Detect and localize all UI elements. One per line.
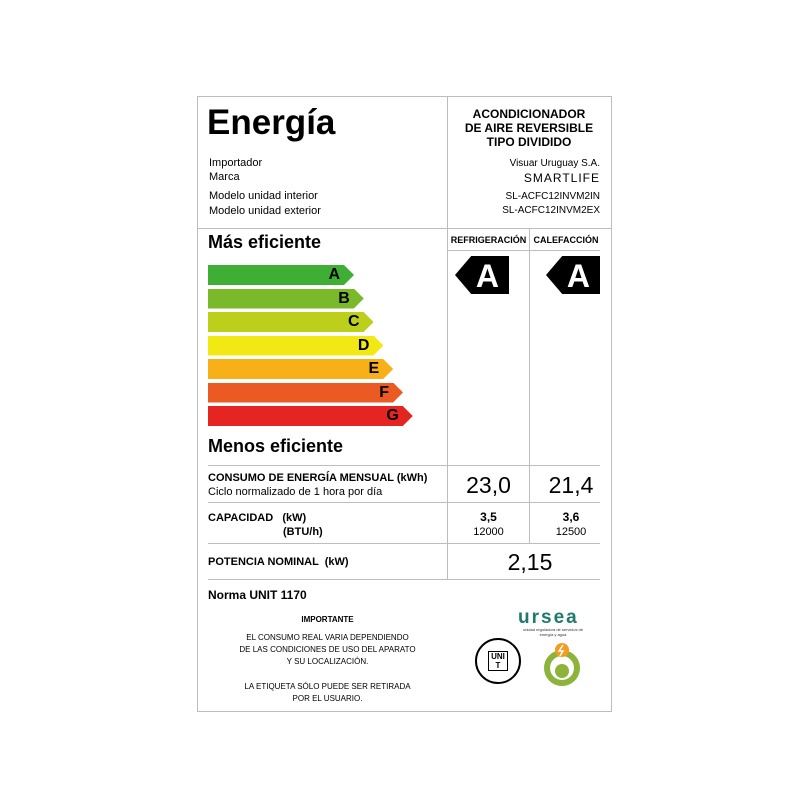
brand-value: SMARTLIFE <box>523 171 600 185</box>
notice-line: EL CONSUMO REAL VARIA DEPENDIENDO <box>246 633 409 642</box>
notice-line: LA ETIQUETA SÓLO PUEDE SER RETIRADA <box>244 682 411 691</box>
efficiency-class-letter: E <box>368 360 380 377</box>
cooling-capacity-kw: 3,5 <box>480 510 497 524</box>
efficiency-class-bar-f: F <box>208 382 403 403</box>
ursea-subtitle: unidad reguladora de servicios de energí… <box>522 627 584 637</box>
efficiency-class-bar-g: G <box>208 406 413 426</box>
importer-label: Importador <box>209 157 263 169</box>
notice-line: POR EL USUARIO. <box>292 694 363 703</box>
energy-efficiency-seal-icon <box>537 638 587 688</box>
consumption-sublabel: Ciclo normalizado de 1 hora por día <box>208 486 383 498</box>
capacity-label: CAPACIDAD (kW) <box>208 512 307 524</box>
energy-label <box>197 96 612 712</box>
unit-seal-icon: UNIT <box>475 638 521 684</box>
divider <box>208 543 600 544</box>
indoor-value: SL-ACFC12INVM2IN <box>505 191 600 202</box>
divider <box>197 228 612 229</box>
efficiency-class-letter: G <box>386 407 399 424</box>
heating-header: CALEFACCIÓN <box>533 235 599 245</box>
product-line: DE AIRE REVERSIBLE <box>464 121 594 135</box>
product-line: TIPO DIVIDIDO <box>486 135 572 149</box>
efficiency-class-bar-d: D <box>208 335 384 356</box>
divider <box>208 579 600 580</box>
product-type: ACONDICIONADOR DE AIRE REVERSIBLE TIPO D… <box>449 107 609 149</box>
important-notice: IMPORTANTE EL CONSUMO REAL VARIA DEPENDI… <box>208 614 447 705</box>
most-efficient-label: Más eficiente <box>208 232 322 252</box>
efficiency-class-bar-e: E <box>208 359 394 379</box>
heating-consumption: 21,4 <box>548 472 594 498</box>
divider <box>529 228 530 543</box>
least-efficient-label: Menos eficiente <box>208 436 344 456</box>
divider <box>208 502 600 503</box>
outdoor-value: SL-ACFC12INVM2EX <box>502 205 600 216</box>
efficiency-class-letter: A <box>328 266 340 283</box>
heating-capacity-btu: 12500 <box>555 526 587 538</box>
outdoor-label: Modelo unidad exterior <box>209 205 321 217</box>
heating-rating: A <box>566 258 590 294</box>
heating-capacity-kw: 3,6 <box>562 510 580 524</box>
cooling-header: REFRIGERACIÓN <box>450 235 527 245</box>
brand-label: Marca <box>209 171 240 183</box>
efficiency-class-letter: D <box>357 336 370 354</box>
importer-value: Visuar Uruguay S.A. <box>509 158 600 169</box>
divider <box>208 465 600 466</box>
ursea-logo: ursea <box>518 607 579 628</box>
power-label: POTENCIA NOMINAL (kW) <box>208 556 349 568</box>
important-title: IMPORTANTE <box>301 615 354 624</box>
divider <box>447 96 448 580</box>
cooling-rating: A <box>475 258 499 294</box>
notice-line: DE LAS CONDICIONES DE USO DEL APARATO <box>239 645 416 654</box>
divider <box>447 250 600 251</box>
indoor-label: Modelo unidad interior <box>209 190 318 202</box>
efficiency-class-letter: C <box>348 313 360 330</box>
efficiency-class-bar-b: B <box>208 288 364 309</box>
power-value: 2,15 <box>507 549 553 575</box>
efficiency-class-letter: B <box>338 289 350 307</box>
efficiency-class-bar-c: C <box>208 312 374 332</box>
notice-line: Y SU LOCALIZACIÓN. <box>286 657 369 666</box>
label-title: Energía <box>207 103 336 142</box>
cooling-consumption: 23,0 <box>466 472 511 498</box>
unit-logo-text: UNIT <box>488 651 508 671</box>
norm-label: Norma UNIT 1170 <box>208 588 307 602</box>
efficiency-class-letter: F <box>379 383 389 401</box>
cooling-capacity-btu: 12000 <box>473 526 504 538</box>
capacity-sublabel: (BTU/h) <box>283 526 323 538</box>
efficiency-class-bar-a: A <box>208 265 354 285</box>
consumption-label: CONSUMO DE ENERGÍA MENSUAL (kWh) <box>208 472 428 484</box>
product-line: ACONDICIONADOR <box>472 107 586 121</box>
